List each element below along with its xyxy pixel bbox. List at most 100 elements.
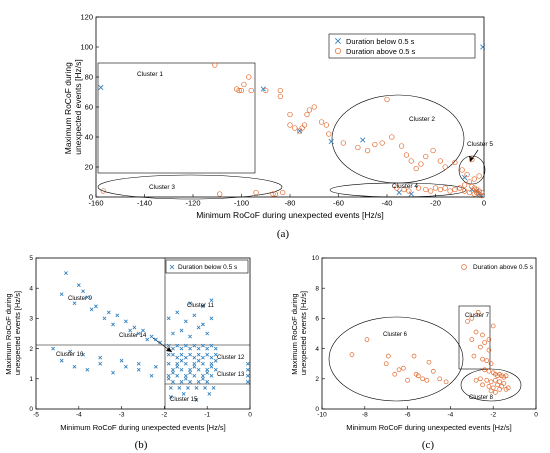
data-point — [277, 93, 283, 100]
data-point — [452, 159, 458, 166]
data-point — [245, 361, 250, 366]
data-point — [304, 111, 310, 118]
data-point — [401, 186, 407, 193]
data-point — [248, 87, 254, 94]
data-point — [175, 343, 180, 348]
data-point — [179, 379, 184, 384]
panel-a-points — [98, 44, 486, 199]
data-point — [277, 87, 283, 94]
legend-label-below-b: Duration below 0.5 s — [178, 264, 238, 271]
data-point — [209, 316, 214, 321]
data-point — [413, 165, 419, 172]
data-point — [183, 319, 188, 324]
data-point — [492, 390, 498, 395]
data-point — [68, 349, 73, 354]
cluster-1-box — [97, 62, 256, 174]
data-point — [81, 289, 85, 294]
data-point — [415, 185, 422, 191]
cluster-7-label: Cluster 7 — [465, 313, 490, 319]
y-tick-label: 5 — [29, 255, 33, 262]
data-point — [486, 347, 492, 353]
data-point — [260, 86, 266, 92]
data-point — [379, 140, 385, 146]
data-point — [194, 398, 199, 402]
panel-a-annotations: Cluster 1 Cluster 2 Cluster 3 Cluster 4 … — [137, 71, 493, 191]
y-tick-label: 3 — [29, 316, 33, 323]
cluster-6-ellipse — [328, 316, 464, 402]
data-point — [111, 322, 115, 327]
data-point — [328, 138, 334, 145]
panel-b-ylabel: Maximum RoCoF during unexpected events [… — [4, 291, 22, 375]
data-point — [98, 84, 104, 91]
data-point — [188, 334, 192, 339]
y-tick-label: 0 — [315, 406, 319, 413]
x-tick-label: -60 — [333, 199, 344, 208]
data-point — [123, 364, 128, 369]
panel-b-ylabel-line-1: Maximum RoCoF during — [4, 293, 13, 374]
data-point — [203, 385, 207, 390]
data-point — [340, 140, 347, 146]
data-point — [287, 122, 293, 128]
data-point — [464, 171, 470, 178]
data-point — [384, 96, 390, 103]
data-point — [175, 364, 180, 369]
data-point — [478, 344, 483, 350]
y-tick-label: 40 — [85, 133, 93, 142]
data-point — [166, 343, 171, 348]
legend-marker-below-a — [335, 38, 341, 44]
data-point — [196, 358, 201, 363]
data-point — [424, 377, 430, 383]
data-point — [186, 385, 190, 390]
data-point — [488, 361, 494, 367]
data-point — [385, 353, 391, 359]
panel-a-ylabel-line-1: Maximum RoCoF during — [63, 62, 73, 154]
data-point — [423, 186, 429, 193]
x-tick-label: -6 — [405, 412, 411, 419]
data-point — [480, 382, 485, 388]
data-point — [466, 189, 473, 196]
panel-c-ylabel-line-1: Maximum RoCoF during — [290, 293, 299, 374]
data-point — [484, 377, 490, 383]
data-point — [396, 367, 402, 373]
data-point — [420, 376, 425, 382]
data-point — [201, 376, 205, 381]
y-tick-label: 1 — [29, 376, 33, 383]
data-point — [209, 361, 214, 366]
data-point — [253, 189, 259, 196]
legend-marker — [334, 47, 342, 55]
data-point — [428, 188, 434, 194]
data-point — [213, 367, 218, 372]
data-point — [459, 167, 465, 173]
data-point — [153, 337, 158, 342]
x-tick-label: -1 — [204, 412, 210, 419]
data-point — [201, 322, 205, 327]
y-tick-label: 2 — [315, 376, 319, 383]
data-point — [406, 188, 412, 194]
panel-b-xlabel: Minimum RoCoF during unexpected events [… — [60, 423, 226, 432]
data-point — [123, 319, 128, 324]
cluster-14-arrowhead — [166, 347, 172, 352]
data-point — [132, 325, 137, 330]
cluster-3-label: Cluster 3 — [149, 184, 175, 191]
data-point — [177, 385, 182, 390]
x-tick-label: -4 — [76, 412, 82, 419]
data-point — [245, 373, 250, 378]
x-tick-label: -140 — [137, 199, 152, 208]
data-point — [201, 373, 205, 378]
data-point — [469, 337, 475, 342]
cluster-14-label: Cluster 14 — [119, 333, 147, 339]
data-point — [179, 352, 184, 357]
data-point — [241, 81, 247, 88]
data-point — [360, 137, 366, 143]
data-point — [205, 331, 210, 336]
data-point — [405, 377, 410, 383]
data-point — [188, 379, 192, 384]
data-point — [94, 304, 98, 309]
data-point — [461, 188, 468, 194]
legend-marker — [335, 38, 341, 44]
data-point — [213, 346, 218, 351]
data-point — [201, 343, 205, 348]
panel-c-legend-box — [455, 259, 535, 274]
panel-b-caption: (b) — [135, 439, 148, 451]
data-point — [236, 87, 242, 94]
